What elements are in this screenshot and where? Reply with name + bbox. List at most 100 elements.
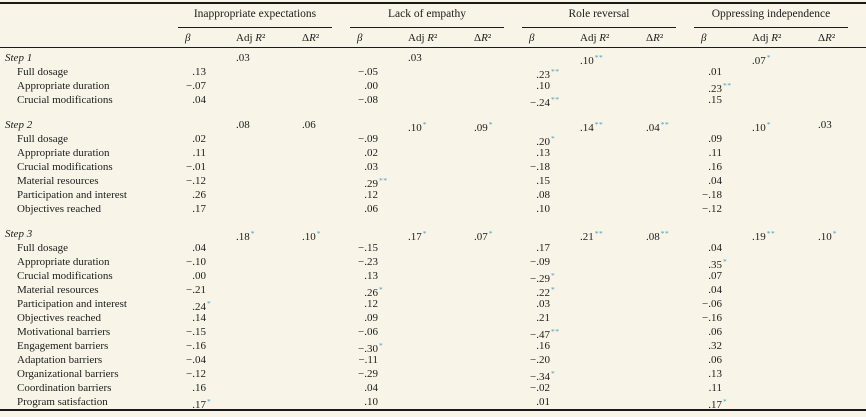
adj-r2-empty <box>746 353 812 367</box>
adj-r2-header: Adj R² <box>408 31 438 44</box>
beta-value: −.11 <box>350 353 402 367</box>
significance-stars: * <box>488 120 493 129</box>
beta-value: −.05 <box>350 65 402 82</box>
significance-stars: * <box>766 120 771 129</box>
step-header-row: Step 2.08.06.10* .09* .14** .04** .10* .03 <box>0 118 866 135</box>
beta-value: .16 <box>178 381 230 395</box>
r-symbol: R <box>653 31 660 44</box>
delta-r2-value: .10* <box>296 227 350 244</box>
adj-r2-empty <box>230 241 296 255</box>
beta-value: .15 <box>694 93 746 110</box>
significance-stars: ** <box>594 229 604 238</box>
column-group-label: Lack of empathy <box>388 8 466 20</box>
value: .17 <box>408 231 422 243</box>
beta-value: .15 <box>522 174 574 191</box>
beta-header: β <box>529 31 535 44</box>
r-symbol: R <box>771 31 778 44</box>
value: .26 <box>364 287 378 299</box>
beta-value: −.18 <box>694 188 746 202</box>
header-spacer <box>0 4 178 28</box>
delta-r2-empty <box>296 160 350 174</box>
significance-stars: * <box>207 397 212 406</box>
adj-r2-empty <box>402 188 468 202</box>
beta-value: .12 <box>350 297 402 314</box>
value: .10 <box>364 396 378 408</box>
beta-value: −.08 <box>350 93 402 110</box>
significance-stars: ** <box>660 229 670 238</box>
value: −.01 <box>186 161 206 173</box>
value: −.10 <box>186 256 206 268</box>
significance-stars: * <box>250 229 255 238</box>
delta-r2-empty <box>640 311 694 325</box>
beta-value: .17* <box>694 395 746 412</box>
significance-stars: * <box>488 229 493 238</box>
column-group-label: Oppressing independence <box>711 8 831 20</box>
value: .01 <box>536 396 550 408</box>
value: .16 <box>708 161 722 173</box>
beta-value: −.21 <box>178 283 230 300</box>
beta-value: .23** <box>694 79 746 96</box>
adj-r2-empty <box>746 241 812 255</box>
delta-r2-empty <box>640 241 694 255</box>
value: −.05 <box>358 66 378 78</box>
beta-value: −.09 <box>522 255 574 272</box>
value: .10 <box>536 80 550 92</box>
delta-r2-empty <box>640 188 694 202</box>
delta-r2-empty <box>812 202 866 216</box>
adj-r2-empty <box>574 188 640 202</box>
adj-r2-empty <box>402 146 468 160</box>
table-row: Full dosage .13 −.05 .23** .01 <box>0 65 866 82</box>
significance-stars: * <box>379 285 384 294</box>
adj-r2-value: .10** <box>574 51 640 68</box>
beta-value: .17 <box>178 202 230 216</box>
adj-r2-value: .18* <box>230 227 296 244</box>
beta-value: −.06 <box>694 297 746 314</box>
section-step-1: Step 1.03.03.10** .07* Full dosage .13 −.05.… <box>0 51 866 110</box>
value: .29 <box>364 178 378 190</box>
value: .04 <box>708 284 722 296</box>
significance-stars: ** <box>594 53 604 62</box>
delta-r2-empty <box>468 146 522 160</box>
table-row: Adaptation barriers −.04 −.11 −.20 .06 <box>0 353 866 367</box>
value: .07 <box>752 55 766 67</box>
value: .21 <box>536 312 550 324</box>
value: .07 <box>708 270 722 282</box>
value: .04 <box>646 122 660 134</box>
value: .04 <box>192 242 206 254</box>
beta-value: .03 <box>350 160 402 174</box>
value: .08 <box>646 231 660 243</box>
beta-value: .04 <box>350 381 402 395</box>
delta-r2-empty <box>468 160 522 174</box>
step-label: Step 3 <box>5 228 33 240</box>
r-symbol: R <box>309 31 316 44</box>
value: .11 <box>708 382 722 394</box>
predictor-label: Full dosage <box>17 242 69 254</box>
beta-value: .06 <box>694 353 746 367</box>
beta-value: .23** <box>522 65 574 82</box>
value: −.15 <box>358 242 378 254</box>
delta-r2-empty <box>296 395 350 412</box>
adj-r2-value: .08 <box>230 118 296 135</box>
delta-r2-empty <box>468 188 522 202</box>
value: −.12 <box>186 368 206 380</box>
value: .15 <box>708 94 722 106</box>
table-row: Crucial modifications −.01 .03 −.18 .16 <box>0 160 866 174</box>
value: .17 <box>536 242 550 254</box>
beta-value: .13 <box>350 269 402 286</box>
value: −.02 <box>530 382 550 394</box>
beta-header: β <box>357 31 363 44</box>
step-header-row: Step 3.18* .10* .17* .07* .21** .08** .19** .10… <box>0 227 866 244</box>
value: −.23 <box>358 256 378 268</box>
adj-r2-empty <box>230 202 296 216</box>
beta-value: .17* <box>178 395 230 412</box>
value: .17 <box>192 203 206 215</box>
beta-value: .12 <box>350 188 402 202</box>
significance-stars: * <box>551 271 556 280</box>
predictor-label: Appropriate duration <box>17 80 110 92</box>
delta-r2-empty <box>812 381 866 395</box>
delta-r2-empty <box>468 93 522 110</box>
column-group-underline <box>522 27 676 28</box>
significance-stars: ** <box>660 120 670 129</box>
value: .03 <box>408 52 422 64</box>
value: −.12 <box>702 203 722 215</box>
